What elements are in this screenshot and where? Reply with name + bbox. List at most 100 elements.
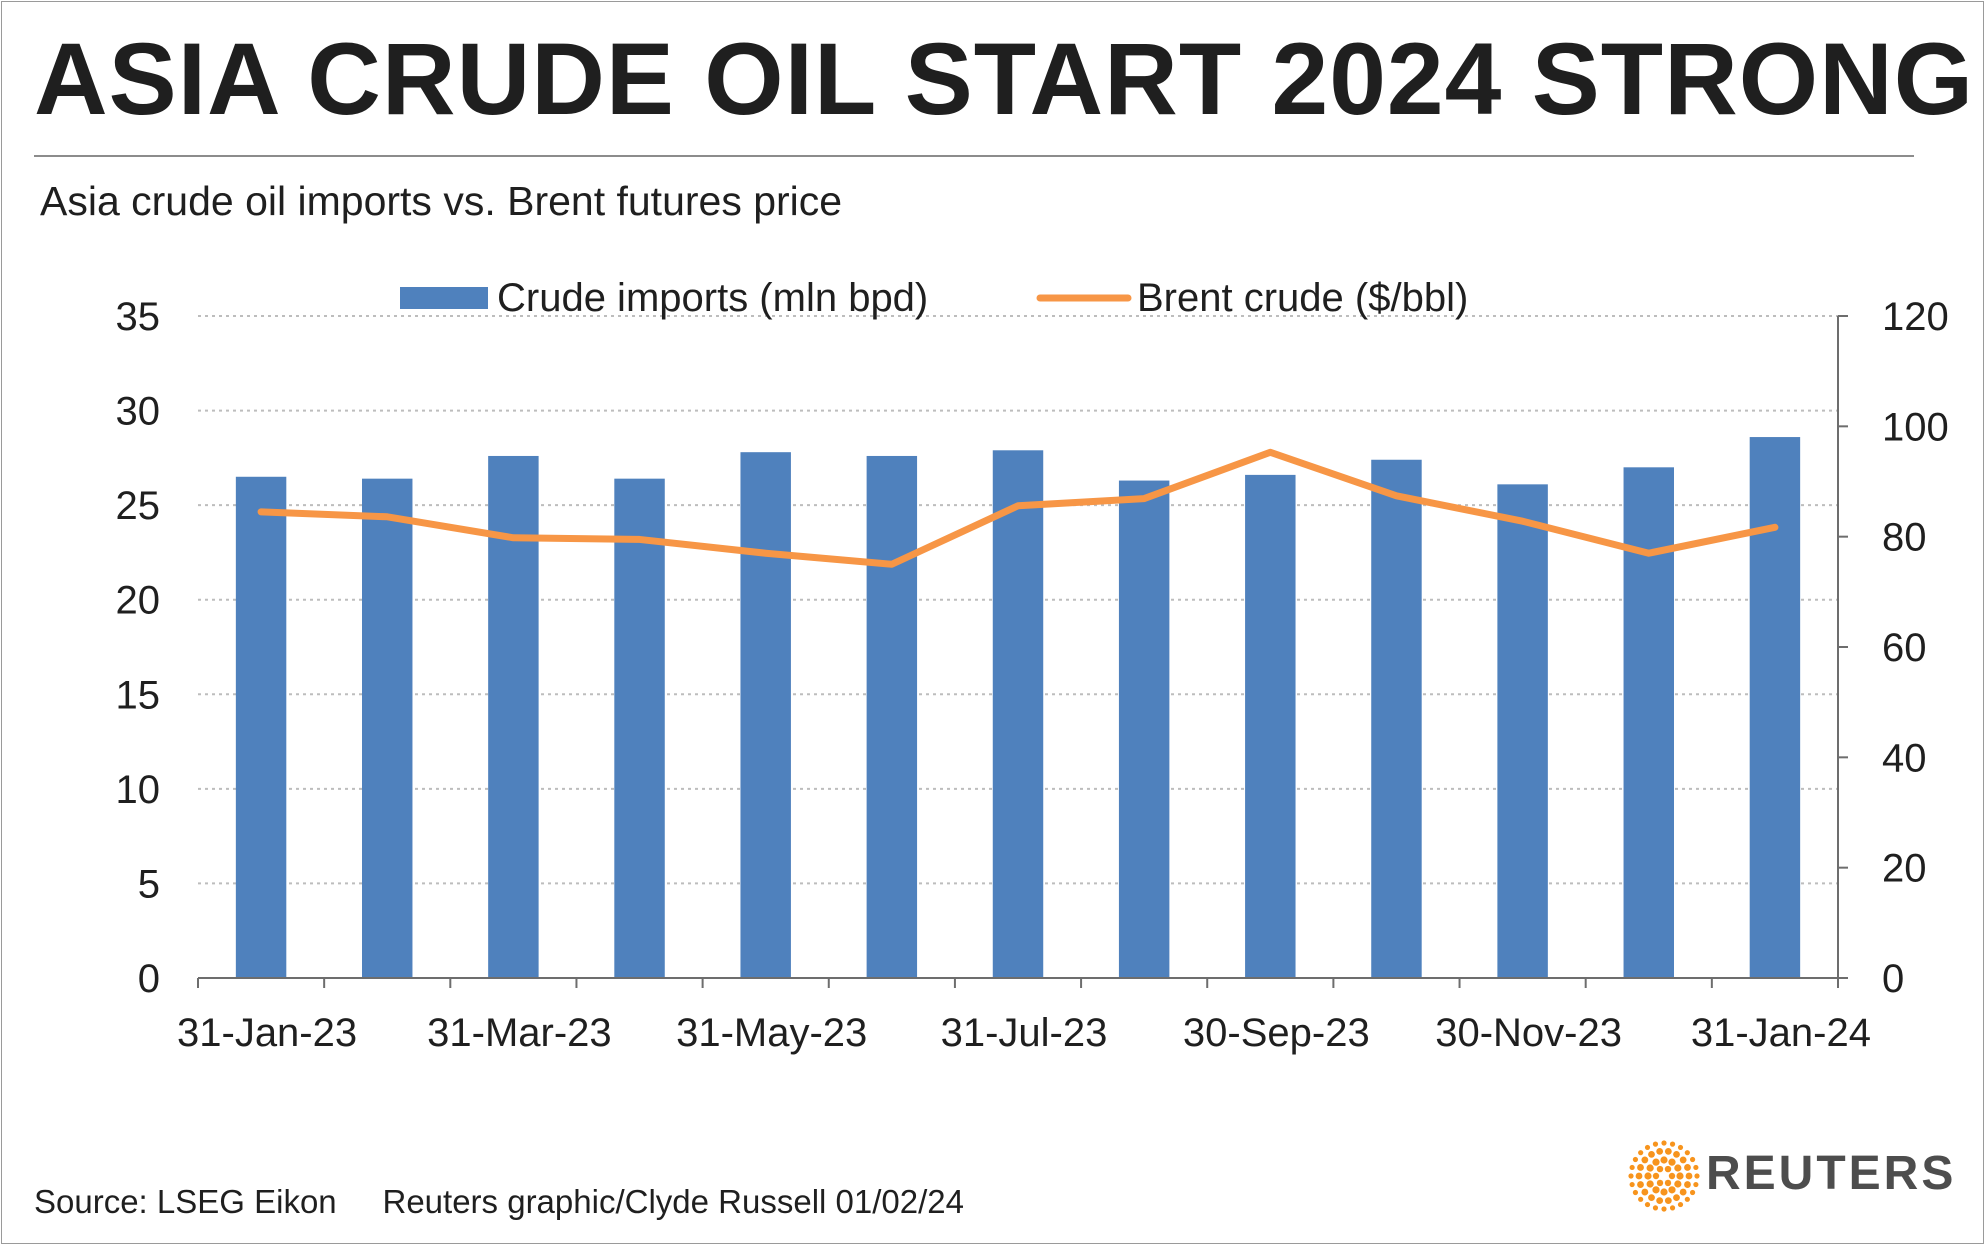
logo-dot	[1641, 1156, 1649, 1164]
x-tick-label: 31-Jan-24	[1691, 1011, 1871, 1055]
line-series	[257, 448, 1779, 568]
logo-dot	[1689, 1189, 1696, 1196]
bar	[1623, 467, 1674, 978]
logo-dot	[1685, 1172, 1693, 1180]
logo-dot	[1637, 1164, 1644, 1171]
logo-dot	[1677, 1201, 1684, 1208]
logo-dot	[1684, 1196, 1690, 1202]
logo-dot	[1673, 1150, 1680, 1158]
bar	[614, 478, 665, 978]
y-left-tick-label: 15	[116, 673, 161, 717]
logo-dot	[1656, 1197, 1664, 1205]
chart-subtitle: Asia crude oil imports vs. Brent futures…	[40, 178, 843, 224]
bar	[1749, 437, 1801, 979]
logo-dot	[1638, 1150, 1644, 1156]
x-tick-label: 31-Jan-23	[177, 1011, 357, 1055]
logo-dot	[1684, 1181, 1691, 1188]
source-text: Source: LSEG Eikon	[34, 1183, 337, 1220]
logo-dot	[1661, 1140, 1667, 1146]
logo-dot	[1638, 1196, 1644, 1202]
x-tick-label: 31-May-23	[676, 1011, 867, 1055]
y-right-tick-label: 80	[1882, 516, 1927, 560]
logo-dot	[1652, 1172, 1660, 1180]
logo-dot	[1673, 1194, 1680, 1202]
reuters-logo: REUTERS	[1626, 1138, 1956, 1213]
credit-text: Reuters graphic/Clyde Russell 01/02/24	[382, 1183, 964, 1220]
y-right-tick-label: 40	[1882, 736, 1927, 780]
bar	[992, 450, 1044, 978]
logo-dot	[1668, 1186, 1676, 1194]
logo-dot	[1684, 1150, 1690, 1156]
logo-dot	[1656, 1179, 1664, 1187]
logo-dot	[1674, 1164, 1682, 1172]
legend-bar-swatch	[400, 287, 488, 309]
bars	[235, 437, 1801, 979]
logo-dot	[1689, 1156, 1696, 1163]
logo-dot	[1652, 1186, 1660, 1194]
logo-dot	[1646, 1164, 1654, 1172]
tick-labels: 0 5 10 15 20 25 30 35 0 20 40 60 80 100 120 31-Jan-23 31…	[116, 295, 1949, 1055]
logo-dot	[1664, 1197, 1672, 1205]
y-left-tick-label: 0	[138, 957, 160, 1001]
chart-title: ASIA CRUDE OIL START 2024 STRONG	[34, 22, 1975, 136]
bar	[1118, 480, 1170, 978]
bar	[235, 476, 287, 978]
y-left-tick-label: 10	[116, 768, 161, 812]
legend-bar-label: Crude imports (mln bpd)	[497, 276, 928, 320]
logo-dot	[1693, 1181, 1699, 1188]
logo-dot	[1629, 1181, 1635, 1188]
source-note: Source: LSEG Eikon Reuters graphic/Clyde…	[34, 1183, 964, 1221]
bar	[740, 452, 791, 978]
logo-dot	[1648, 1150, 1655, 1158]
logo-dot	[1693, 1164, 1699, 1171]
y-right-tick-label: 120	[1882, 295, 1949, 339]
y-right-tick-label: 100	[1882, 405, 1949, 449]
logo-dot	[1679, 1188, 1687, 1196]
y-right-tick-label: 0	[1882, 957, 1904, 1001]
logo-dot	[1652, 1158, 1660, 1166]
logo-dot	[1664, 1179, 1672, 1187]
legend-line-label: Brent crude ($/bbl)	[1137, 276, 1468, 320]
logo-dot	[1656, 1147, 1664, 1155]
y-left-tick-label: 35	[116, 295, 161, 339]
logo-dot	[1629, 1164, 1635, 1171]
logo-dot	[1632, 1156, 1639, 1163]
y-left-tick-label: 25	[116, 484, 161, 528]
logo-dot	[1644, 1201, 1651, 1208]
logo-dot	[1668, 1158, 1676, 1166]
logo-dot	[1660, 1188, 1668, 1196]
x-tick-label: 31-Jul-23	[941, 1011, 1108, 1055]
x-tick-label: 30-Nov-23	[1435, 1011, 1622, 1055]
logo-dot	[1656, 1165, 1664, 1173]
logo-dot	[1679, 1156, 1687, 1164]
logo-dot	[1628, 1173, 1634, 1179]
logo-dot	[1694, 1173, 1700, 1179]
logo-dot	[1674, 1180, 1682, 1188]
axes	[197, 315, 1848, 988]
x-tick-label: 30-Sep-23	[1183, 1011, 1370, 1055]
legend: Crude imports (mln bpd) Brent crude ($/bb…	[400, 276, 1468, 320]
bar	[362, 478, 413, 978]
logo-dot	[1677, 1144, 1684, 1151]
bar	[1245, 474, 1296, 978]
logo-dot	[1660, 1156, 1668, 1164]
logo-dot	[1637, 1181, 1644, 1188]
logo-dot	[1652, 1205, 1659, 1211]
bar	[1497, 484, 1548, 978]
logo-dot	[1641, 1188, 1649, 1196]
logo-dot	[1632, 1189, 1639, 1196]
logo-dot	[1652, 1141, 1659, 1147]
logo-dot	[1661, 1206, 1667, 1212]
bar	[488, 455, 539, 979]
reuters-logo-text: REUTERS	[1706, 1147, 1957, 1200]
logo-dot	[1668, 1172, 1676, 1180]
y-left-tick-label: 30	[116, 390, 161, 434]
logo-dot	[1648, 1194, 1655, 1202]
y-right-tick-label: 20	[1882, 847, 1927, 891]
logo-dot	[1669, 1205, 1676, 1211]
reuters-logo-icon	[1628, 1140, 1700, 1212]
title-divider	[34, 155, 1914, 157]
y-left-tick-label: 5	[138, 862, 160, 906]
logo-dot	[1635, 1172, 1643, 1180]
